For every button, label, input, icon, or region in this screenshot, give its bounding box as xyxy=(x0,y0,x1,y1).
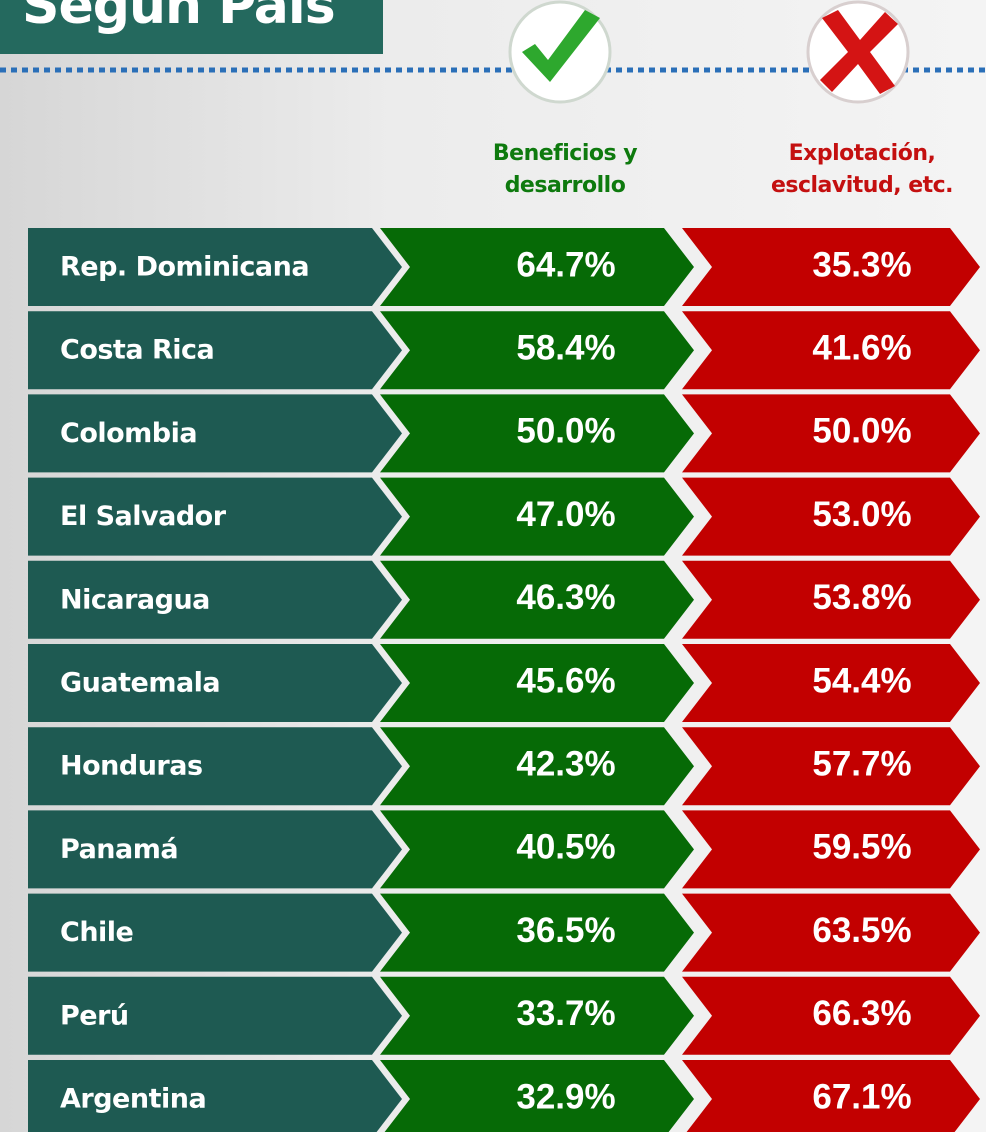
country-cell xyxy=(28,976,402,1055)
benefit-cell xyxy=(380,477,694,556)
country-cell xyxy=(28,311,402,390)
benefit-cell xyxy=(380,394,694,473)
country-cell xyxy=(28,228,402,306)
benefit-value: 36.5% xyxy=(516,911,615,950)
country-label: El Salvador xyxy=(60,501,227,532)
country-cell xyxy=(28,644,402,722)
exploitation-cell xyxy=(682,477,980,556)
country-cell xyxy=(28,477,402,556)
benefit-value: 42.3% xyxy=(516,744,615,783)
country-label: Rep. Dominicana xyxy=(60,252,309,283)
country-label: Nicaragua xyxy=(60,584,210,615)
benefit-cell xyxy=(380,893,694,972)
country-label: Guatemala xyxy=(60,668,220,699)
country-cell xyxy=(28,394,402,473)
column-header: Explotación, esclavitud, etc. xyxy=(770,141,954,198)
country-label: Honduras xyxy=(60,751,203,782)
country-cell xyxy=(28,1060,402,1132)
benefit-value: 50.0% xyxy=(516,412,615,451)
exploitation-cell xyxy=(682,311,980,390)
benefit-cell xyxy=(380,228,694,306)
exploitation-cell xyxy=(682,560,980,639)
exploitation-value: 59.5% xyxy=(812,828,911,867)
benefit-cell xyxy=(380,560,694,639)
exploitation-cell xyxy=(682,394,980,473)
country-label: Costa Rica xyxy=(60,335,214,366)
benefit-cell xyxy=(380,1060,694,1132)
country-label: Argentina xyxy=(60,1084,206,1115)
title-box: Según País xyxy=(0,0,383,54)
exploitation-value: 35.3% xyxy=(812,245,911,284)
benefit-value: 45.6% xyxy=(516,661,615,700)
benefit-value: 33.7% xyxy=(516,994,615,1033)
benefit-value: 47.0% xyxy=(516,495,615,534)
exploitation-cell xyxy=(682,810,980,889)
exploitation-cell xyxy=(682,1060,980,1132)
country-label: Perú xyxy=(60,1000,129,1031)
country-cell xyxy=(28,560,402,639)
title: Según País xyxy=(22,0,336,36)
exploitation-value: 54.4% xyxy=(812,661,911,700)
exploitation-cell xyxy=(682,893,980,972)
exploitation-cell xyxy=(682,976,980,1055)
benefit-cell xyxy=(380,644,694,722)
benefit-cell xyxy=(380,727,694,806)
exploitation-value: 50.0% xyxy=(812,412,911,451)
exploitation-cell xyxy=(682,644,980,722)
benefit-cell xyxy=(380,810,694,889)
benefit-value: 32.9% xyxy=(516,1077,615,1116)
exploitation-cell xyxy=(682,228,980,306)
rows: Rep. Dominicana 64.7% 35.3% Costa Rica 58.4%… xyxy=(28,228,980,1132)
cross-icon xyxy=(806,0,910,104)
exploitation-value: 57.7% xyxy=(812,744,911,783)
country-cell xyxy=(28,727,402,806)
exploitation-value: 41.6% xyxy=(812,328,911,367)
exploitation-value: 67.1% xyxy=(812,1077,911,1116)
benefit-value: 58.4% xyxy=(516,328,615,367)
exploitation-value: 63.5% xyxy=(812,911,911,950)
country-cell xyxy=(28,893,402,972)
country-label: Chile xyxy=(60,917,133,948)
benefit-cell xyxy=(380,976,694,1055)
exploitation-value: 53.8% xyxy=(812,578,911,617)
check-icon xyxy=(508,0,612,104)
benefit-value: 40.5% xyxy=(516,828,615,867)
country-cell xyxy=(28,810,402,889)
exploitation-value: 66.3% xyxy=(812,994,911,1033)
exploitation-cell xyxy=(682,727,980,806)
benefit-value: 64.7% xyxy=(516,245,615,284)
country-label: Colombia xyxy=(60,418,197,449)
benefit-cell xyxy=(380,311,694,390)
benefit-value: 46.3% xyxy=(516,578,615,617)
country-label: Panamá xyxy=(60,834,178,865)
exploitation-value: 53.0% xyxy=(812,495,911,534)
column-header: Beneficios y desarrollo xyxy=(492,141,638,198)
